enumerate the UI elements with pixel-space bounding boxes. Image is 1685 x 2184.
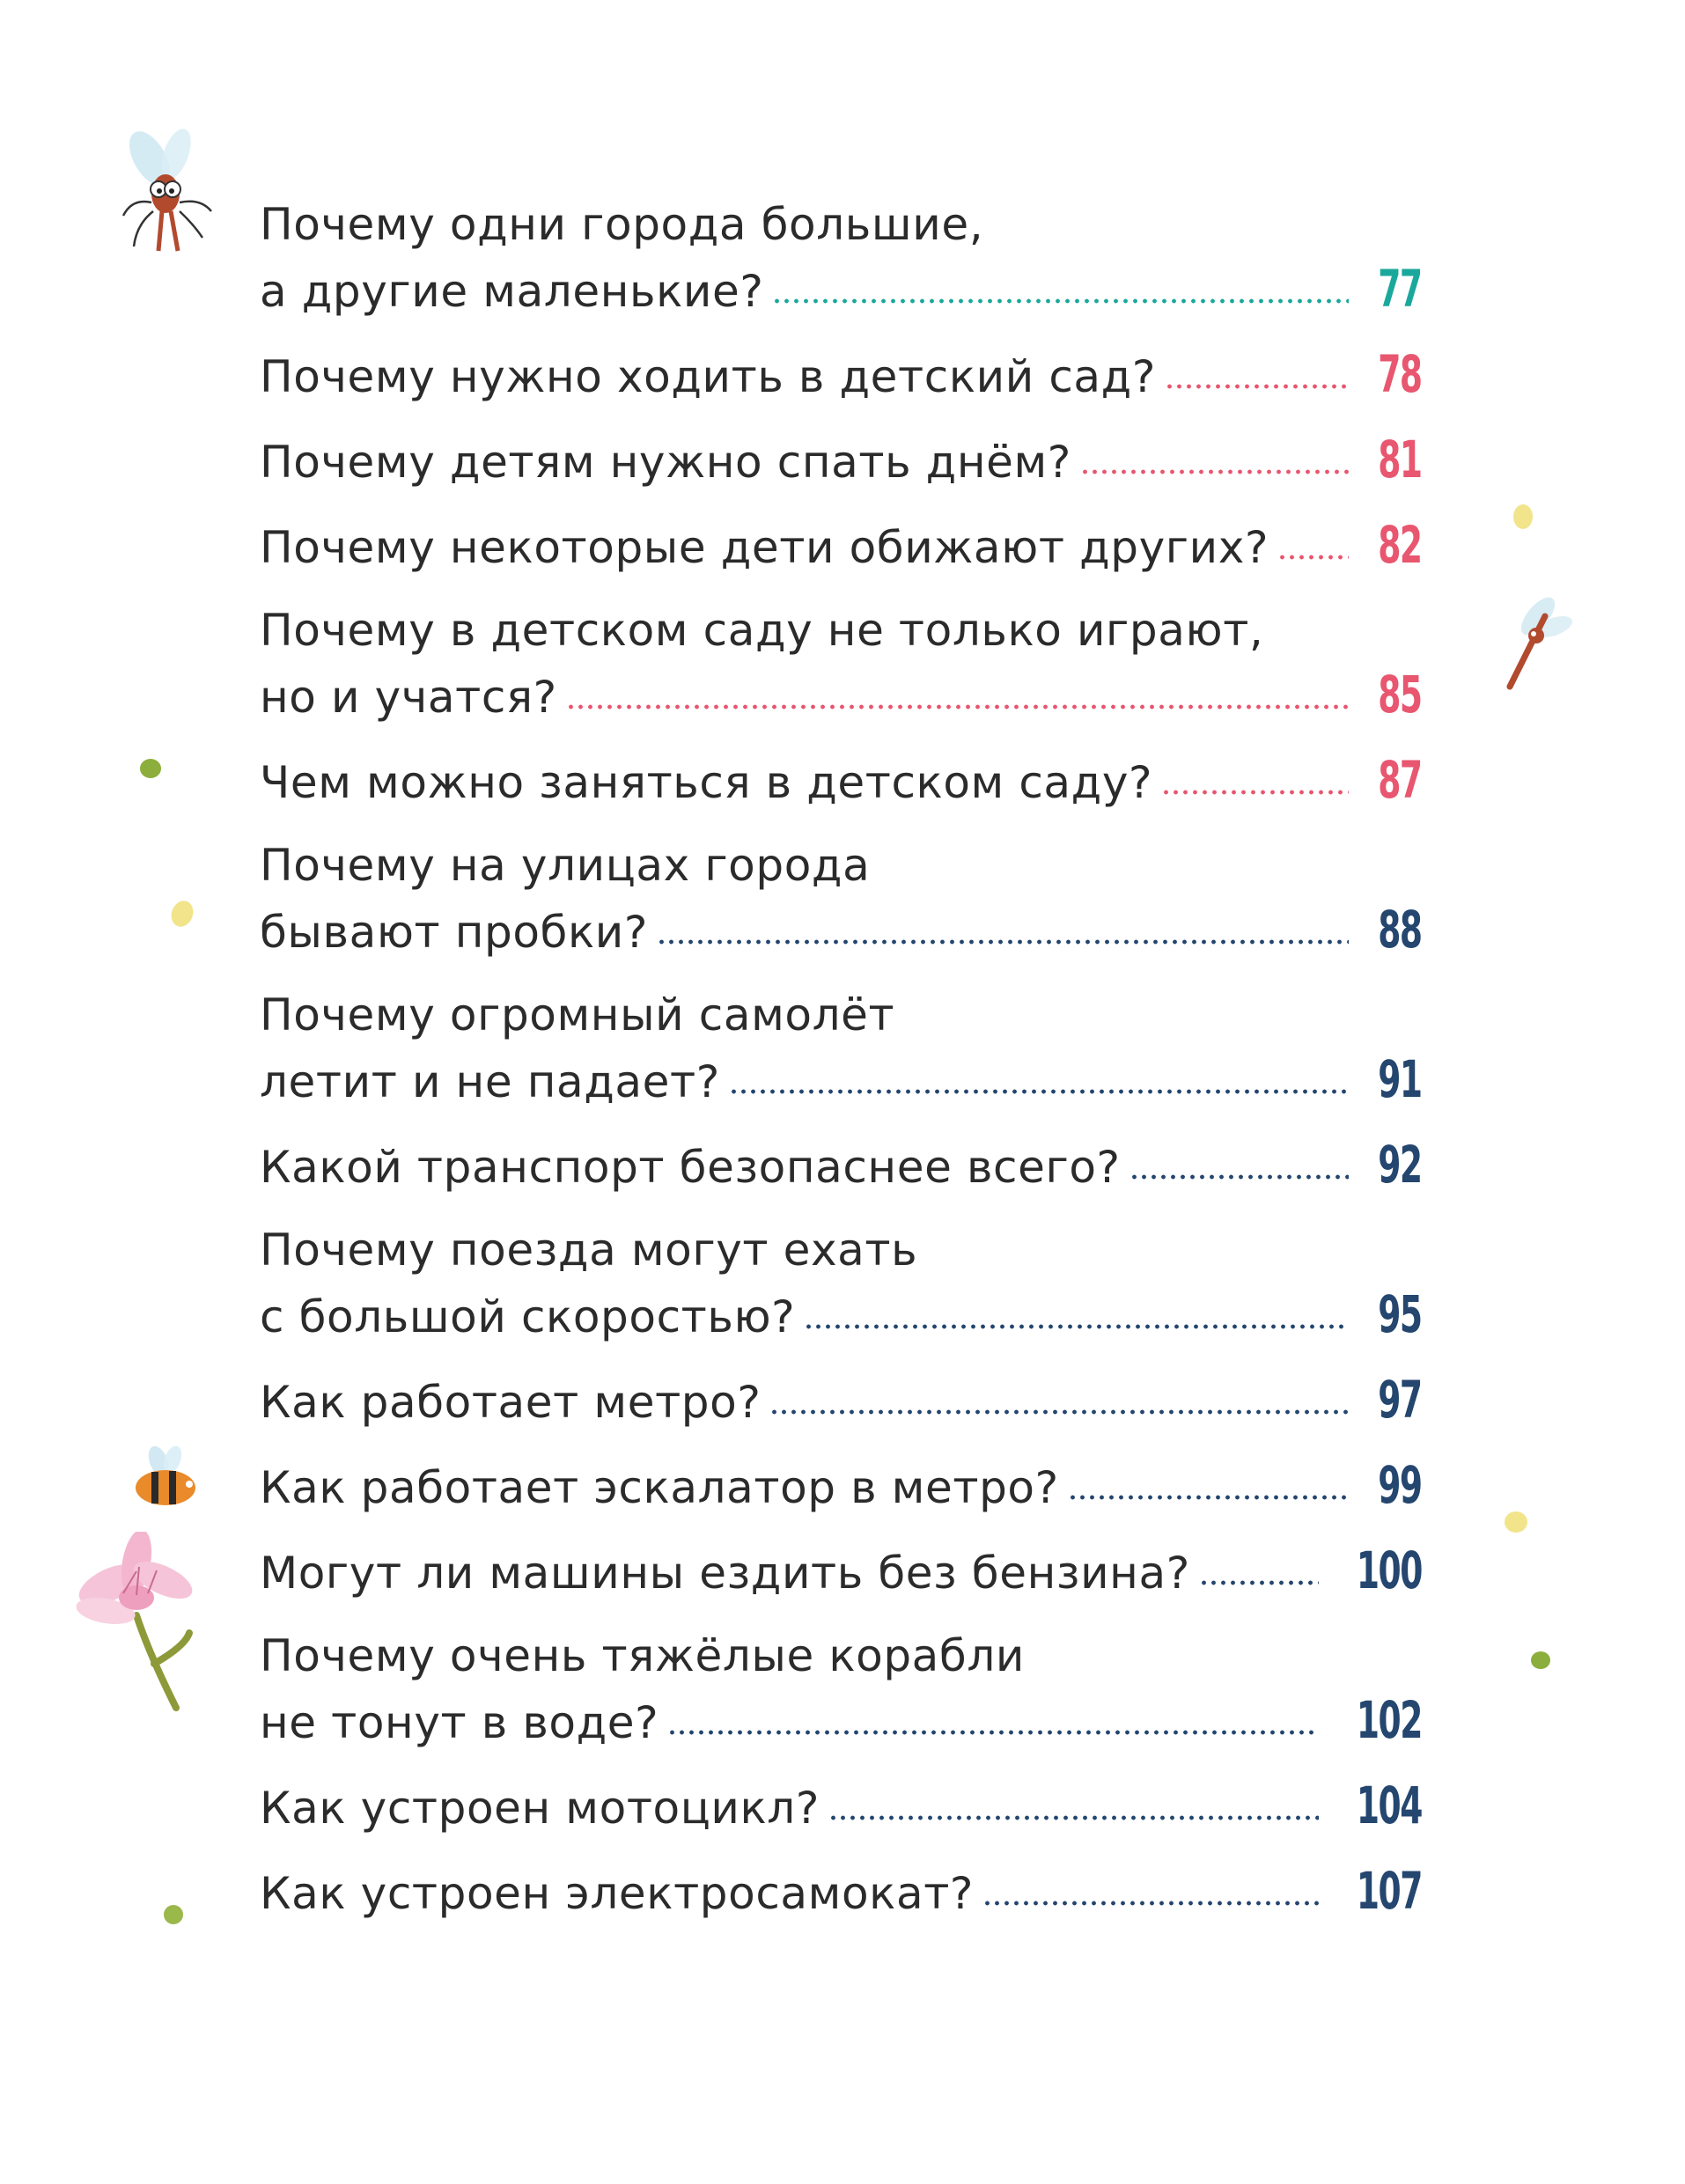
pink-flower-icon xyxy=(76,1532,193,1711)
toc-entry-title-line: Как работает эскалатор в метро? xyxy=(260,1462,1059,1513)
dot-leader xyxy=(982,1901,1320,1906)
toc-entry[interactable]: Почему в детском саду не только играют, н… xyxy=(260,604,1424,724)
green-dot-icon xyxy=(1531,1651,1550,1669)
toc-entry-title-line: не тонут в воде? xyxy=(260,1697,659,1748)
toc-entry-title-line: Чем можно заняться в детском саду? xyxy=(260,757,1153,808)
page-number: 85 xyxy=(1378,665,1424,724)
toc-entry-title-line: бывают пробки? xyxy=(260,907,649,958)
page-number: 88 xyxy=(1378,900,1424,960)
toc-entry-title-line: а другие маленькие? xyxy=(260,266,764,317)
toc-entry-title-line: Как устроен электросамокат? xyxy=(260,1868,975,1919)
page-number: 81 xyxy=(1378,430,1424,489)
page-number: 104 xyxy=(1356,1776,1424,1835)
toc-entry-title-line: Как устроен мотоцикл? xyxy=(260,1783,820,1834)
page-number: 87 xyxy=(1378,750,1424,810)
page-number: 91 xyxy=(1378,1049,1424,1109)
toc-entry[interactable]: Какой транспорт безопаснее всего? 92 xyxy=(260,1135,1424,1195)
toc-entry[interactable]: Как устроен мотоцикл? 104 xyxy=(260,1776,1424,1835)
toc-entry-title-line: Почему огромный самолёт xyxy=(260,989,895,1041)
dot-leader xyxy=(804,1324,1350,1329)
toc-entry[interactable]: Как работает метро? 97 xyxy=(260,1370,1424,1430)
dot-leader xyxy=(772,298,1350,304)
table-of-contents: Почему одни города большие, а другие мале… xyxy=(260,198,1424,1959)
flying-insect-icon xyxy=(1506,597,1572,690)
toc-entry-title-line: Почему нужно ходить в детский сад? xyxy=(260,351,1156,402)
page-number: 78 xyxy=(1378,344,1424,404)
toc-entry[interactable]: Почему очень тяжёлые корабли не тонут в в… xyxy=(260,1629,1424,1750)
toc-entry-title-line: Почему детям нужно спать днём? xyxy=(260,437,1071,488)
toc-entry-title-line: Почему одни города большие, xyxy=(260,199,984,250)
toc-entry-title-line: Почему поезда могут ехать xyxy=(260,1224,918,1276)
dot-leader xyxy=(769,1409,1350,1415)
page-number: 82 xyxy=(1378,515,1424,575)
toc-entry-title-line: Почему очень тяжёлые корабли xyxy=(260,1630,1025,1681)
page-number: 107 xyxy=(1356,1861,1424,1921)
page-number: 99 xyxy=(1378,1455,1424,1515)
page-number: 102 xyxy=(1356,1690,1424,1750)
dot-leader xyxy=(667,1730,1320,1735)
dot-leader xyxy=(1198,1580,1320,1585)
toc-entry-title-line: Почему на улицах города xyxy=(260,840,871,891)
toc-entry-title-line: Могут ли машины ездить без бензина? xyxy=(260,1548,1190,1599)
toc-entry-title-line: но и учатся? xyxy=(260,672,557,723)
bee-icon xyxy=(136,1445,195,1505)
dot-leader xyxy=(657,939,1350,945)
toc-entry[interactable]: Почему одни города большие, а другие мале… xyxy=(260,198,1424,319)
toc-entry-title-line: Почему в детском саду не только играют, xyxy=(260,605,1264,656)
toc-entry[interactable]: Почему на улицах города бывают пробки? 88 xyxy=(260,839,1424,960)
toc-entry[interactable]: Почему детям нужно спать днём? 81 xyxy=(260,430,1424,489)
dot-leader xyxy=(1277,555,1350,560)
yellow-dot-icon xyxy=(1513,504,1533,529)
toc-entry-title-line: Почему некоторые дети обижают других? xyxy=(260,522,1269,573)
dot-leader xyxy=(1164,384,1350,389)
dot-leader xyxy=(1161,790,1350,795)
page-number: 95 xyxy=(1378,1284,1424,1344)
toc-entry-title-line: с большой скоростью? xyxy=(260,1291,796,1342)
dot-leader xyxy=(728,1089,1350,1094)
dot-leader xyxy=(1129,1174,1350,1180)
toc-entry[interactable]: Как работает эскалатор в метро? 99 xyxy=(260,1455,1424,1515)
green-dot-icon xyxy=(164,1905,183,1924)
dot-leader xyxy=(1067,1495,1350,1500)
dot-leader xyxy=(828,1815,1320,1820)
green-dot-icon xyxy=(140,759,161,778)
toc-entry-title-line: Как работает метро? xyxy=(260,1377,762,1428)
dot-leader xyxy=(565,704,1350,710)
mosquito-icon xyxy=(121,129,212,252)
page-number: 77 xyxy=(1378,259,1424,319)
toc-entry[interactable]: Почему поезда могут ехать с большой скоро… xyxy=(260,1224,1424,1344)
yellow-dot-icon xyxy=(1505,1511,1527,1533)
toc-entry[interactable]: Почему некоторые дети обижают других? 82 xyxy=(260,515,1424,575)
toc-entry[interactable]: Почему огромный самолёт летит и не падает… xyxy=(260,989,1424,1109)
toc-entry[interactable]: Могут ли машины ездить без бензина? 100 xyxy=(260,1541,1424,1600)
toc-entry[interactable]: Чем можно заняться в детском саду? 87 xyxy=(260,750,1424,810)
page-number: 92 xyxy=(1378,1135,1424,1195)
page-number: 97 xyxy=(1378,1370,1424,1430)
dot-leader xyxy=(1079,469,1350,474)
toc-entry-title-line: летит и не падает? xyxy=(260,1056,720,1107)
yellow-dot-icon xyxy=(171,901,194,927)
toc-entry[interactable]: Почему нужно ходить в детский сад? 78 xyxy=(260,344,1424,404)
toc-entry-title-line: Какой транспорт безопаснее всего? xyxy=(260,1142,1121,1193)
toc-entry[interactable]: Как устроен электросамокат? 107 xyxy=(260,1861,1424,1921)
page-number: 100 xyxy=(1356,1541,1424,1600)
